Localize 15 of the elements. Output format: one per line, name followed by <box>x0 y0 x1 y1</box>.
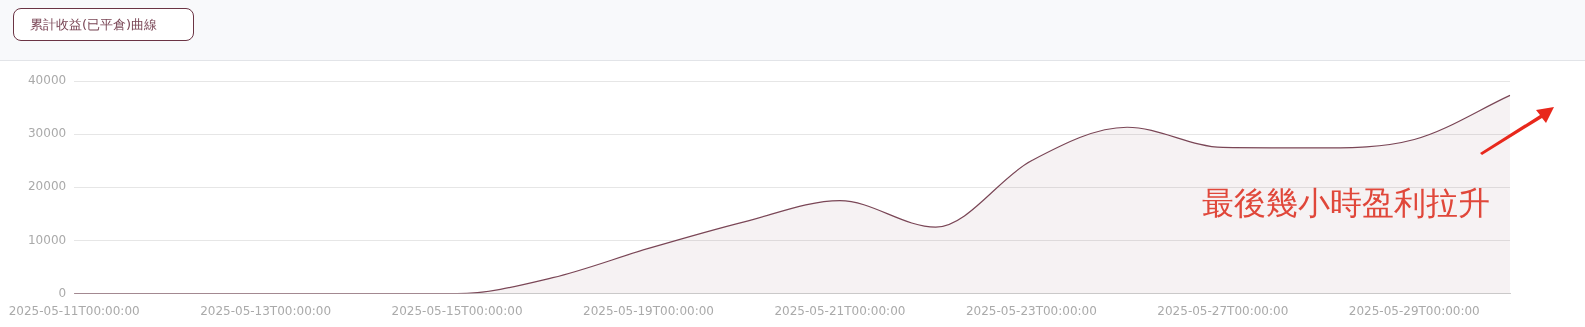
x-tick-label: 2025-05-23T00:00:00 <box>965 303 1097 318</box>
x-tick-label: 2025-05-27T00:00:00 <box>1157 303 1289 318</box>
x-tick-label: 2025-05-11T00:00:00 <box>8 303 140 318</box>
y-tick-label: 20000 <box>27 179 67 194</box>
x-tick-label: 2025-05-29T00:00:00 <box>1348 303 1480 318</box>
x-tick-label: 2025-05-21T00:00:00 <box>774 303 906 318</box>
y-tick-label: 30000 <box>27 126 67 141</box>
chart-title: 累計收益(已平倉)曲線 <box>13 8 194 41</box>
x-tick-label: 2025-05-19T00:00:00 <box>583 303 714 318</box>
x-tick-label: 2025-05-13T00:00:00 <box>200 303 332 318</box>
annotation: 最後幾小時盈利拉升 <box>1202 184 1490 223</box>
y-tick-label: 0 <box>58 285 67 300</box>
x-tick-label: 2025-05-15T00:00:00 <box>391 303 523 318</box>
y-tick-label: 40000 <box>27 73 67 88</box>
y-tick-label: 10000 <box>27 232 67 247</box>
